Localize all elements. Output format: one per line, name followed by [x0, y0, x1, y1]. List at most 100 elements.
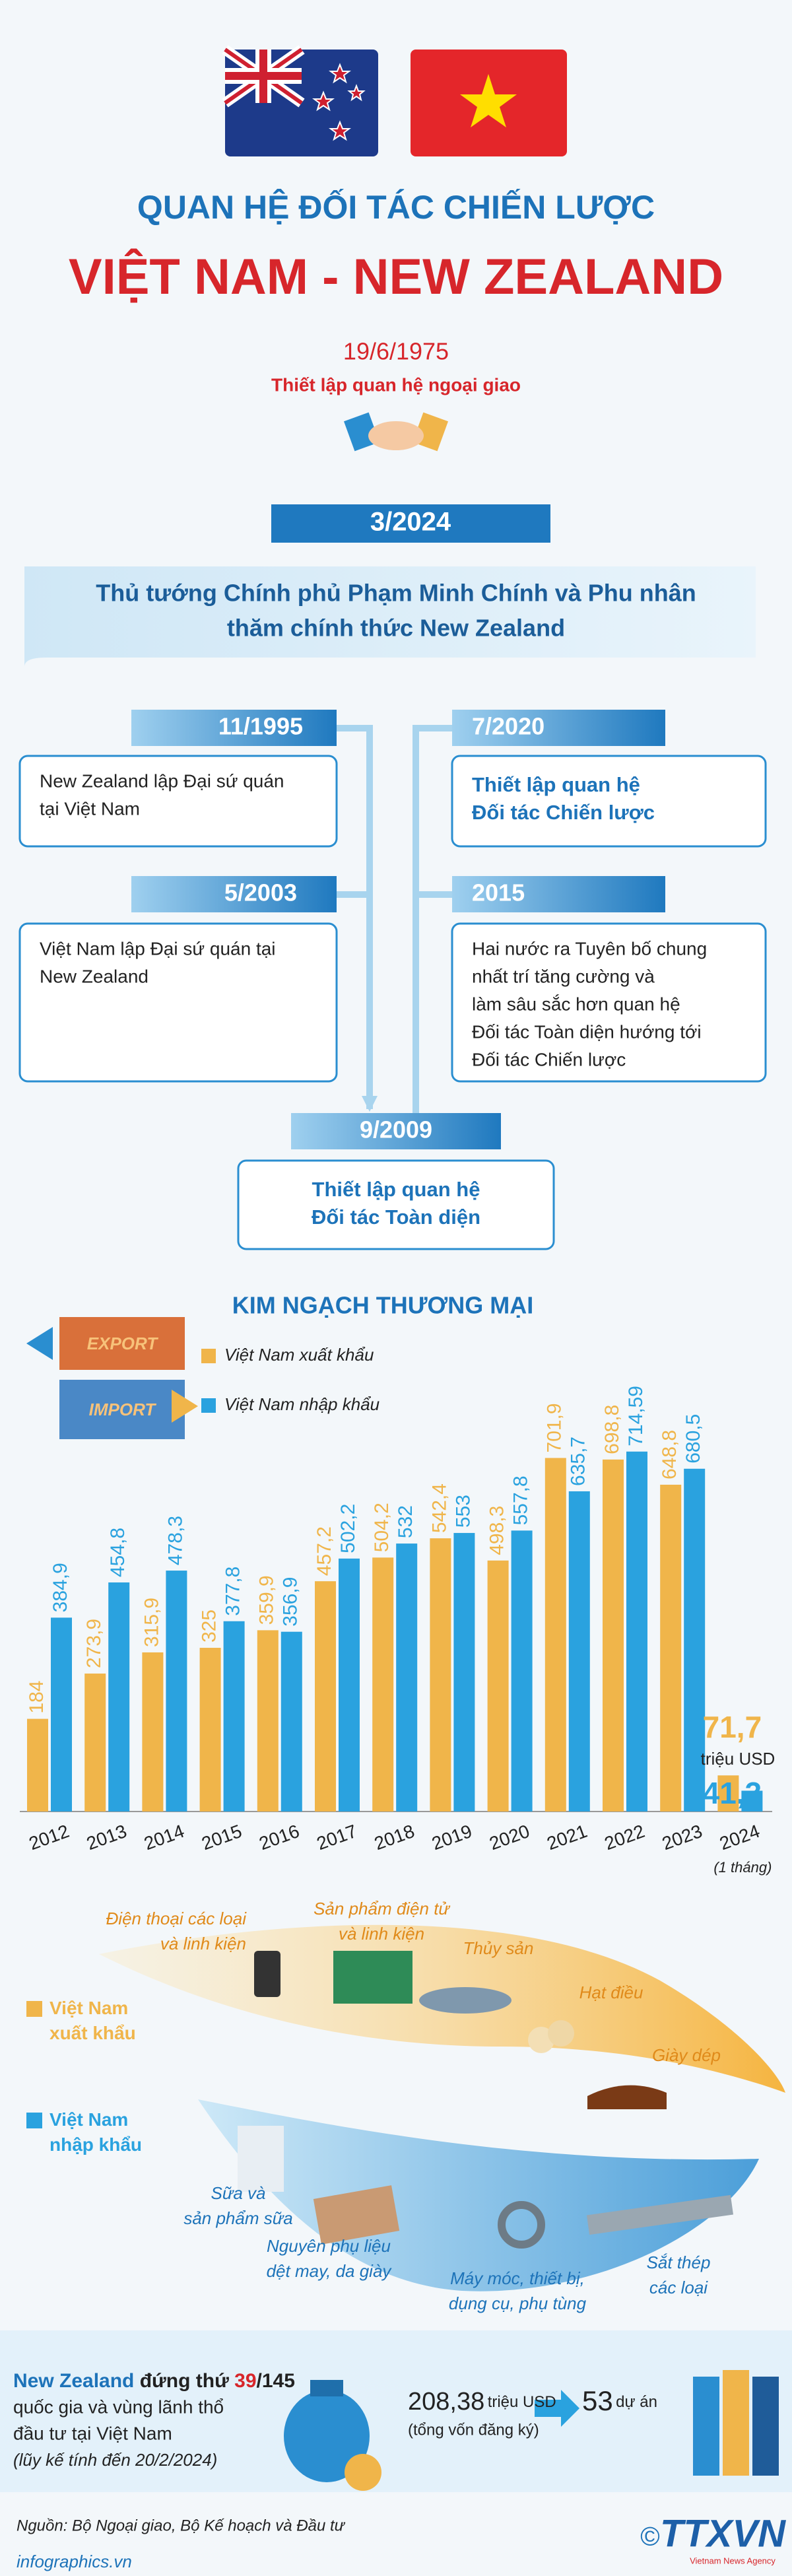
value-label: 701,9 [544, 1403, 566, 1452]
x-tick-label: 2017 [314, 1821, 360, 1854]
rank-text: đứng thứ [140, 2370, 229, 2392]
country: New Zealand [13, 2370, 134, 2392]
value-label: 557,8 [510, 1475, 532, 1525]
chart-title: KIM NGẠCH THƯƠNG MẠI [232, 1292, 534, 1319]
value-label: 635,7 [568, 1437, 589, 1486]
bar [223, 1621, 245, 1812]
import-item: dệt may, da giày [267, 2261, 393, 2281]
timeline-text: tại Việt Nam [40, 798, 140, 819]
bar [430, 1538, 451, 1812]
bar [684, 1468, 706, 1812]
highlight-text: Thủ tướng Chính phủ Phạm Minh Chính và P… [96, 580, 696, 607]
timeline-box [237, 1159, 555, 1250]
timeline-text: New Zealand [40, 966, 148, 986]
export-item: Giày dép [652, 2045, 721, 2065]
timeline-box [18, 922, 338, 1083]
import-item: Sắt thép [647, 2253, 711, 2272]
x-tick-label: 2012 [26, 1821, 72, 1854]
timeline-header [452, 710, 665, 746]
projects: 53 [582, 2385, 613, 2416]
x-tick-label: 2019 [429, 1821, 475, 1854]
value-label: 542,4 [428, 1483, 450, 1533]
x-tick-label: 2014 [141, 1821, 187, 1854]
value-label: 356,9 [280, 1577, 302, 1627]
bar [453, 1533, 475, 1812]
bar [487, 1560, 509, 1812]
value-label: 502,2 [337, 1504, 359, 1553]
import-item: sản phẩm sữa [183, 2208, 292, 2228]
capital-note: (tổng vốn đăng ký) [408, 2421, 539, 2439]
export-item: Thủy sản [463, 1938, 534, 1958]
bar [108, 1582, 130, 1812]
bar [27, 1718, 48, 1812]
import-item: Nguyên phụ liệu [267, 2236, 391, 2256]
x-tick-label: 2013 [84, 1821, 129, 1854]
flag-vietnam [411, 50, 567, 156]
timeline-text: Thiết lập quan hệ [312, 1178, 480, 1201]
value-label: 384,9 [50, 1563, 71, 1612]
logo: TTXVN [660, 2512, 786, 2555]
x-tick-label: 2020 [486, 1821, 532, 1854]
import-item: các loại [649, 2278, 708, 2297]
value-label: 273,9 [83, 1619, 105, 1668]
product-legend-label: Việt Nam xuất khẩu [50, 1998, 136, 2043]
bar [51, 1617, 72, 1812]
legend-swatch [201, 1349, 216, 1363]
value-label: 498,3 [486, 1506, 508, 1555]
bar [396, 1543, 418, 1812]
export-item: Sản phẩm điện tử [314, 1899, 450, 1918]
money-bag-icon [284, 2380, 381, 2491]
timeline-date: 5/2003 [224, 879, 297, 906]
investment-text: đầu tư tại Việt Nam [13, 2423, 172, 2443]
value-label: 41,3 [703, 1776, 762, 1810]
bar [84, 1674, 106, 1812]
rank: 39 [234, 2370, 256, 2392]
value-label: 478,3 [164, 1516, 186, 1565]
bar [511, 1530, 533, 1812]
value-label: 532 [395, 1505, 416, 1538]
value-label: 680,5 [682, 1414, 704, 1464]
founding-note: Thiết lập quan hệ ngoại giao [271, 374, 521, 395]
export-item: và linh kiện [339, 1924, 424, 1944]
rank-total: /145 [257, 2370, 295, 2392]
import-item: dụng cụ, phụ tùng [449, 2293, 587, 2313]
value-label: 648,8 [659, 1430, 680, 1479]
founding-date: 19/6/1975 [343, 338, 449, 365]
timeline-date: 7/2020 [472, 713, 544, 740]
value-label: 377,8 [222, 1567, 244, 1616]
import-band [198, 2099, 759, 2291]
highlight-text: thăm chính thức New Zealand [227, 615, 565, 642]
source: Nguồn: Bộ Ngoại giao, Bộ Kế hoạch và Đầu… [16, 2517, 346, 2534]
product-icons [238, 1951, 734, 2249]
highlight-ribbon [24, 566, 756, 667]
legend-label: Việt Nam xuất khẩu [224, 1345, 374, 1365]
arrow [362, 1096, 378, 1112]
bar [257, 1630, 279, 1812]
value-label: 553 [452, 1495, 474, 1528]
bar [544, 1458, 566, 1812]
title: QUAN HỆ ĐỐI TÁC CHIẾN LƯỢC [137, 188, 655, 226]
capital: 208,38 [408, 2388, 484, 2416]
projects-unit: dự án [616, 2393, 657, 2411]
bar [372, 1557, 394, 1812]
timeline-text: Việt Nam lập Đại sứ quán tại [40, 938, 276, 959]
binders-icon [693, 2370, 779, 2476]
timeline-box [18, 755, 338, 848]
timeline-date: 11/1995 [218, 713, 303, 740]
legend-label: Việt Nam nhập khẩu [224, 1394, 380, 1414]
investment-text: quốc gia và vùng lãnh thổ [13, 2396, 224, 2417]
website: infographics.vn [16, 2552, 132, 2571]
subtitle: VIỆT NAM - NEW ZEALAND [69, 248, 723, 305]
investment-capital: 208,38 triệu USD [408, 2388, 556, 2416]
value-label: 504,2 [371, 1503, 393, 1552]
timeline-text: Đối tác Chiến lược [472, 801, 655, 824]
containers-icon: EXPORT IMPORT [26, 1317, 198, 1439]
x-tick-label: 2024 [717, 1821, 762, 1854]
investment-rank: New Zealand đứng thứ 39/145 [13, 2370, 295, 2392]
bar [142, 1652, 164, 1812]
timeline-date: 2015 [472, 879, 525, 906]
bar [280, 1631, 302, 1812]
x-tick-label: 2022 [602, 1821, 647, 1854]
